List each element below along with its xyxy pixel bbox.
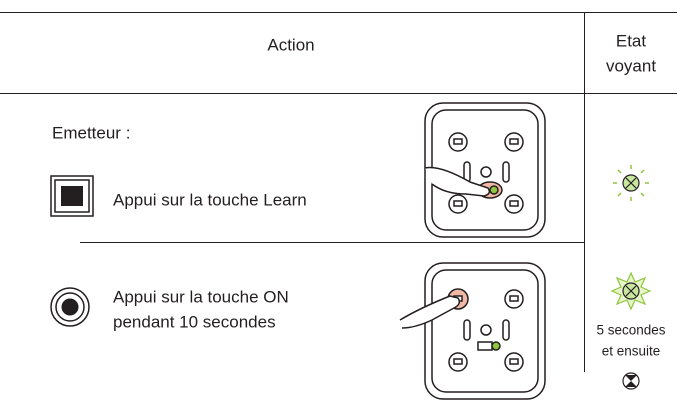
header-action: Action xyxy=(267,35,314,54)
status-text: et ensuite xyxy=(602,344,661,359)
instruction-text: Appui sur la touche Learn xyxy=(113,190,307,209)
status-text: 5 secondes xyxy=(596,323,665,338)
led-off xyxy=(622,372,640,390)
section-label: Emetteur : xyxy=(52,123,130,142)
header-status: voyant xyxy=(606,56,656,75)
led-blinking-green xyxy=(613,165,649,201)
device-illustration xyxy=(424,102,546,238)
instruction-text: pendant 10 secondes xyxy=(113,312,276,331)
instruction-text: Appui sur la touche ON xyxy=(113,287,289,306)
led-flashing-green xyxy=(610,271,652,311)
learn-button-icon xyxy=(50,175,94,217)
device-illustration xyxy=(399,262,546,400)
on-button-icon xyxy=(50,287,90,327)
header-status: Etat xyxy=(616,31,647,50)
